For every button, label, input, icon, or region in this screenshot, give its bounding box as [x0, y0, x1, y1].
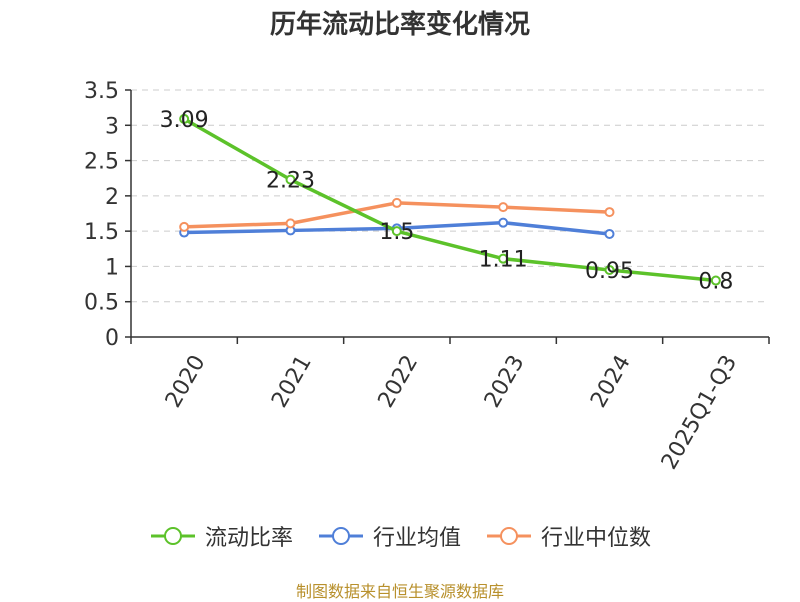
- data-point: [604, 264, 615, 275]
- data-label: 2.23: [266, 169, 315, 194]
- data-label: 3.09: [160, 108, 209, 133]
- data-label: 0.8: [698, 270, 733, 295]
- data-point: [498, 217, 509, 228]
- y-tick-label: 0: [105, 326, 119, 351]
- x-tick-label: 2022: [374, 351, 424, 412]
- data-point: [604, 207, 615, 218]
- data-point: [710, 275, 721, 286]
- data-label: 1.5: [379, 220, 414, 245]
- data-label: 1.11: [479, 248, 528, 273]
- grid-lines: [131, 89, 769, 303]
- y-tick-label: 2: [105, 185, 119, 210]
- y-tick-label: 3: [105, 114, 119, 139]
- x-tick-label: 2020: [161, 351, 211, 412]
- data-point: [285, 218, 296, 229]
- series-line: [183, 117, 717, 283]
- data-point: [179, 113, 190, 124]
- legend-item[interactable]: 行业均值: [317, 520, 461, 552]
- legend-item[interactable]: 行业中位数: [485, 520, 651, 552]
- x-tick-label: 2025Q1-Q3: [657, 351, 742, 474]
- legend-swatch-icon: [150, 527, 195, 545]
- y-tick-label: 1: [105, 255, 119, 280]
- data-point: [391, 197, 402, 208]
- legend-swatch-icon: [318, 527, 363, 545]
- y-tick-label: 3.5: [84, 79, 119, 104]
- y-tick-label: 1.5: [84, 220, 119, 245]
- legend-label: 流动比率: [204, 526, 293, 551]
- data-point: [498, 202, 509, 213]
- data-point: [604, 228, 615, 239]
- data-point: [391, 226, 402, 237]
- data-point: [498, 253, 509, 264]
- data-label: 0.95: [585, 259, 634, 284]
- data-point: [285, 174, 296, 185]
- x-tick-label: 2023: [480, 351, 530, 412]
- legend: 流动比率 行业均值 行业中位数: [0, 520, 800, 552]
- y-tick-label: 2.5: [84, 150, 119, 175]
- legend-item[interactable]: 流动比率: [149, 520, 293, 552]
- y-tick-label: 0.5: [84, 291, 119, 316]
- legend-label: 行业均值: [372, 526, 461, 551]
- x-tick-label: 2024: [586, 351, 636, 412]
- series-lines: [179, 113, 721, 286]
- legend-swatch-icon: [487, 527, 531, 545]
- data-labels: 3.09 2.23 1.5 1.11 0.95 0.8: [160, 108, 734, 295]
- x-tick-label: 2021: [267, 351, 317, 412]
- chart-title: 历年流动比率变化情况: [269, 10, 530, 40]
- data-point: [179, 221, 190, 232]
- legend-label: 行业中位数: [541, 526, 652, 551]
- source-note: 制图数据来自恒生聚源数据库: [295, 582, 504, 601]
